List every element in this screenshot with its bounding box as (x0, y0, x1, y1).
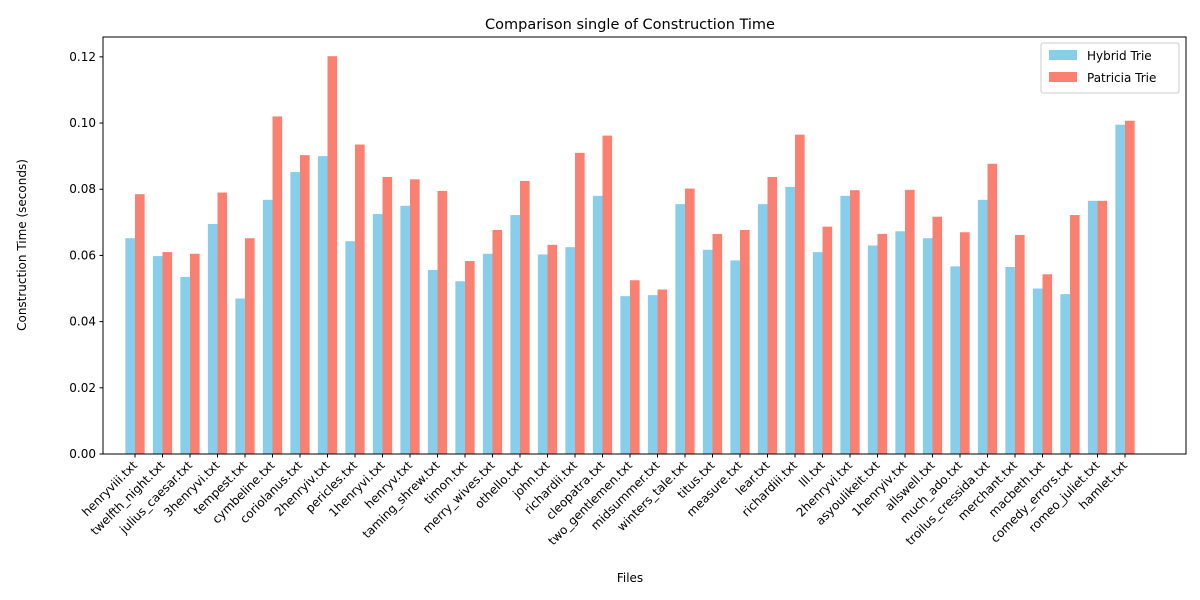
bar-patricia-trie (932, 216, 943, 454)
bar-hybrid-trie (812, 252, 823, 454)
bar-hybrid-trie (125, 238, 136, 454)
bar-patricia-trie (1097, 200, 1108, 454)
bar-hybrid-trie (482, 253, 493, 454)
y-axis: 0.00 0.02 0.04 0.06 0.08 0.10 0.12 (69, 50, 103, 461)
bar-patricia-trie (712, 233, 723, 454)
y-tick-label: 0.00 (69, 447, 96, 461)
bar-hybrid-trie (262, 199, 273, 454)
legend-swatch-patricia-trie (1049, 72, 1077, 82)
bar-patricia-trie (217, 192, 228, 455)
bar-patricia-trie (355, 144, 365, 454)
bar-patricia-trie (135, 194, 145, 454)
bar-patricia-trie (190, 253, 200, 454)
bar-patricia-trie (1042, 274, 1053, 454)
bar-patricia-trie (575, 152, 585, 454)
bar-hybrid-trie (730, 260, 741, 454)
bar-hybrid-trie (427, 269, 438, 454)
bar-hybrid-trie (620, 296, 631, 454)
bar-patricia-trie (272, 116, 283, 455)
y-tick-label: 0.04 (69, 315, 96, 329)
bar-patricia-trie (492, 229, 503, 454)
bar-patricia-trie (767, 176, 778, 455)
bar-patricia-trie (410, 179, 420, 454)
bar-hybrid-trie (757, 204, 768, 454)
bar-patricia-trie (740, 229, 750, 454)
bar-hybrid-trie (922, 238, 933, 454)
x-axis: henryviii.txttwelfth_night.txtjulius_cae… (79, 454, 1130, 548)
bar-hybrid-trie (537, 254, 548, 454)
bar-patricia-trie (1125, 120, 1135, 454)
bar-hybrid-trie (785, 186, 796, 455)
y-tick-label: 0.08 (69, 182, 96, 196)
bar-patricia-trie (547, 244, 558, 454)
legend-label-patricia-trie: Patricia Trie (1087, 71, 1156, 85)
bar-patricia-trie (905, 189, 915, 454)
bar-patricia-trie (987, 163, 998, 454)
bar-hybrid-trie (840, 195, 851, 455)
legend-label-hybrid-trie: Hybrid Trie (1087, 49, 1152, 63)
y-tick-label: 0.10 (69, 116, 96, 130)
bar-hybrid-trie (455, 281, 466, 454)
y-axis-label: Construction Time (seconds) (15, 159, 29, 331)
bar-patricia-trie (602, 135, 613, 454)
bar-patricia-trie (327, 56, 338, 454)
bar-patricia-trie (465, 261, 475, 454)
bar-patricia-trie (630, 280, 640, 454)
bar-patricia-trie (960, 232, 970, 454)
bar-hybrid-trie (235, 298, 246, 454)
bar-patricia-trie (822, 226, 833, 454)
bar-hybrid-trie (867, 245, 878, 454)
y-tick-label: 0.06 (69, 248, 96, 262)
bar-patricia-trie (382, 176, 393, 455)
legend-swatch-hybrid-trie (1049, 50, 1077, 60)
bar-hybrid-trie (180, 276, 191, 454)
bar-patricia-trie (877, 233, 888, 454)
bar-patricia-trie (520, 180, 530, 454)
bar-hybrid-trie (290, 172, 301, 454)
bars-group (125, 56, 1135, 455)
bar-hybrid-trie (152, 256, 163, 454)
bar-hybrid-trie (977, 199, 988, 454)
bar-hybrid-trie (510, 215, 521, 454)
bar-patricia-trie (685, 188, 695, 454)
legend: Hybrid Trie Patricia Trie (1040, 42, 1180, 94)
bar-hybrid-trie (1060, 294, 1071, 454)
bar-hybrid-trie (372, 214, 383, 454)
bar-patricia-trie (1015, 234, 1025, 454)
bar-hybrid-trie (647, 295, 658, 454)
bar-hybrid-trie (1087, 200, 1098, 454)
chart-title: Comparison single of Construction Time (485, 17, 775, 33)
bar-patricia-trie (245, 238, 255, 454)
bar-hybrid-trie (950, 266, 961, 454)
bar-hybrid-trie (1115, 124, 1126, 454)
bar-hybrid-trie (207, 223, 218, 454)
bar-hybrid-trie (317, 156, 328, 454)
bar-patricia-trie (850, 190, 860, 455)
bar-hybrid-trie (592, 195, 603, 455)
y-tick-label: 0.02 (69, 381, 96, 395)
y-tick-label: 0.12 (69, 50, 96, 64)
bar-patricia-trie (437, 190, 448, 454)
bar-patricia-trie (795, 134, 805, 454)
bar-hybrid-trie (400, 205, 411, 454)
plot-frame (102, 36, 1187, 455)
bar-hybrid-trie (345, 241, 356, 454)
bar-patricia-trie (300, 155, 310, 454)
bar-hybrid-trie (1005, 267, 1016, 454)
bar-hybrid-trie (895, 231, 906, 454)
bar-hybrid-trie (1032, 288, 1043, 454)
bar-hybrid-trie (702, 249, 713, 454)
bar-hybrid-trie (565, 247, 576, 454)
x-axis-label: Files (617, 571, 643, 585)
bar-patricia-trie (162, 252, 173, 454)
bar-patricia-trie (657, 289, 668, 454)
bar-hybrid-trie (675, 204, 686, 454)
bar-patricia-trie (1070, 215, 1080, 454)
